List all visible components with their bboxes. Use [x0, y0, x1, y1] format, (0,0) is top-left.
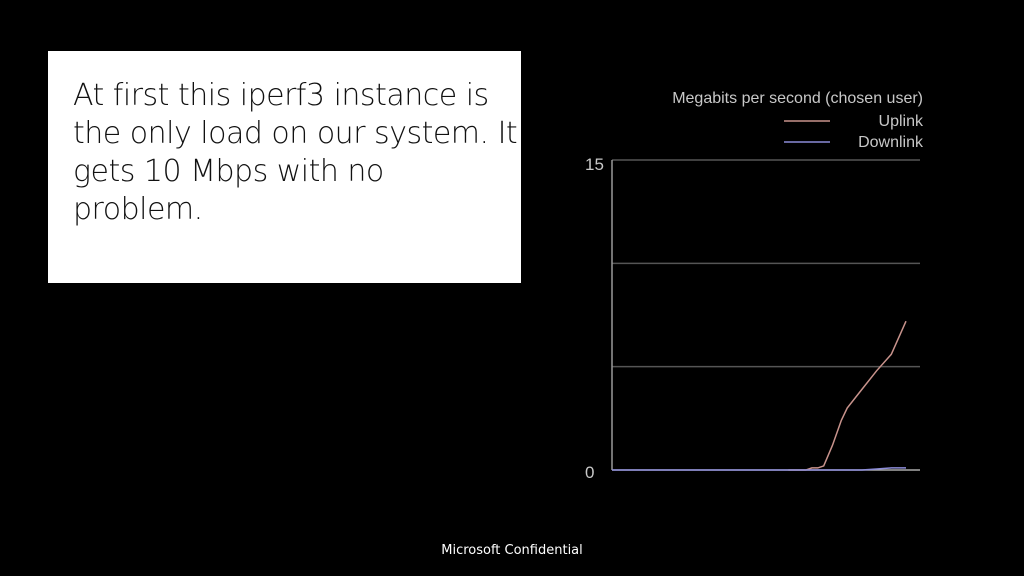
- chart-title: Megabits per second (chosen user): [672, 90, 923, 107]
- legend-label-downlink: Downlink: [858, 134, 924, 151]
- y-tick-label-0: 0: [585, 463, 594, 482]
- series-line-uplink: [788, 320, 907, 471]
- slide-text: At first this iperf3 instance is the onl…: [73, 78, 518, 227]
- footer-confidential: Microsoft Confidential: [441, 543, 583, 558]
- y-tick-label-15: 15: [585, 155, 604, 174]
- series-line-downlink: [612, 467, 906, 471]
- text-box: At first this iperf3 instance is the onl…: [48, 51, 521, 283]
- legend-label-uplink: Uplink: [879, 113, 924, 130]
